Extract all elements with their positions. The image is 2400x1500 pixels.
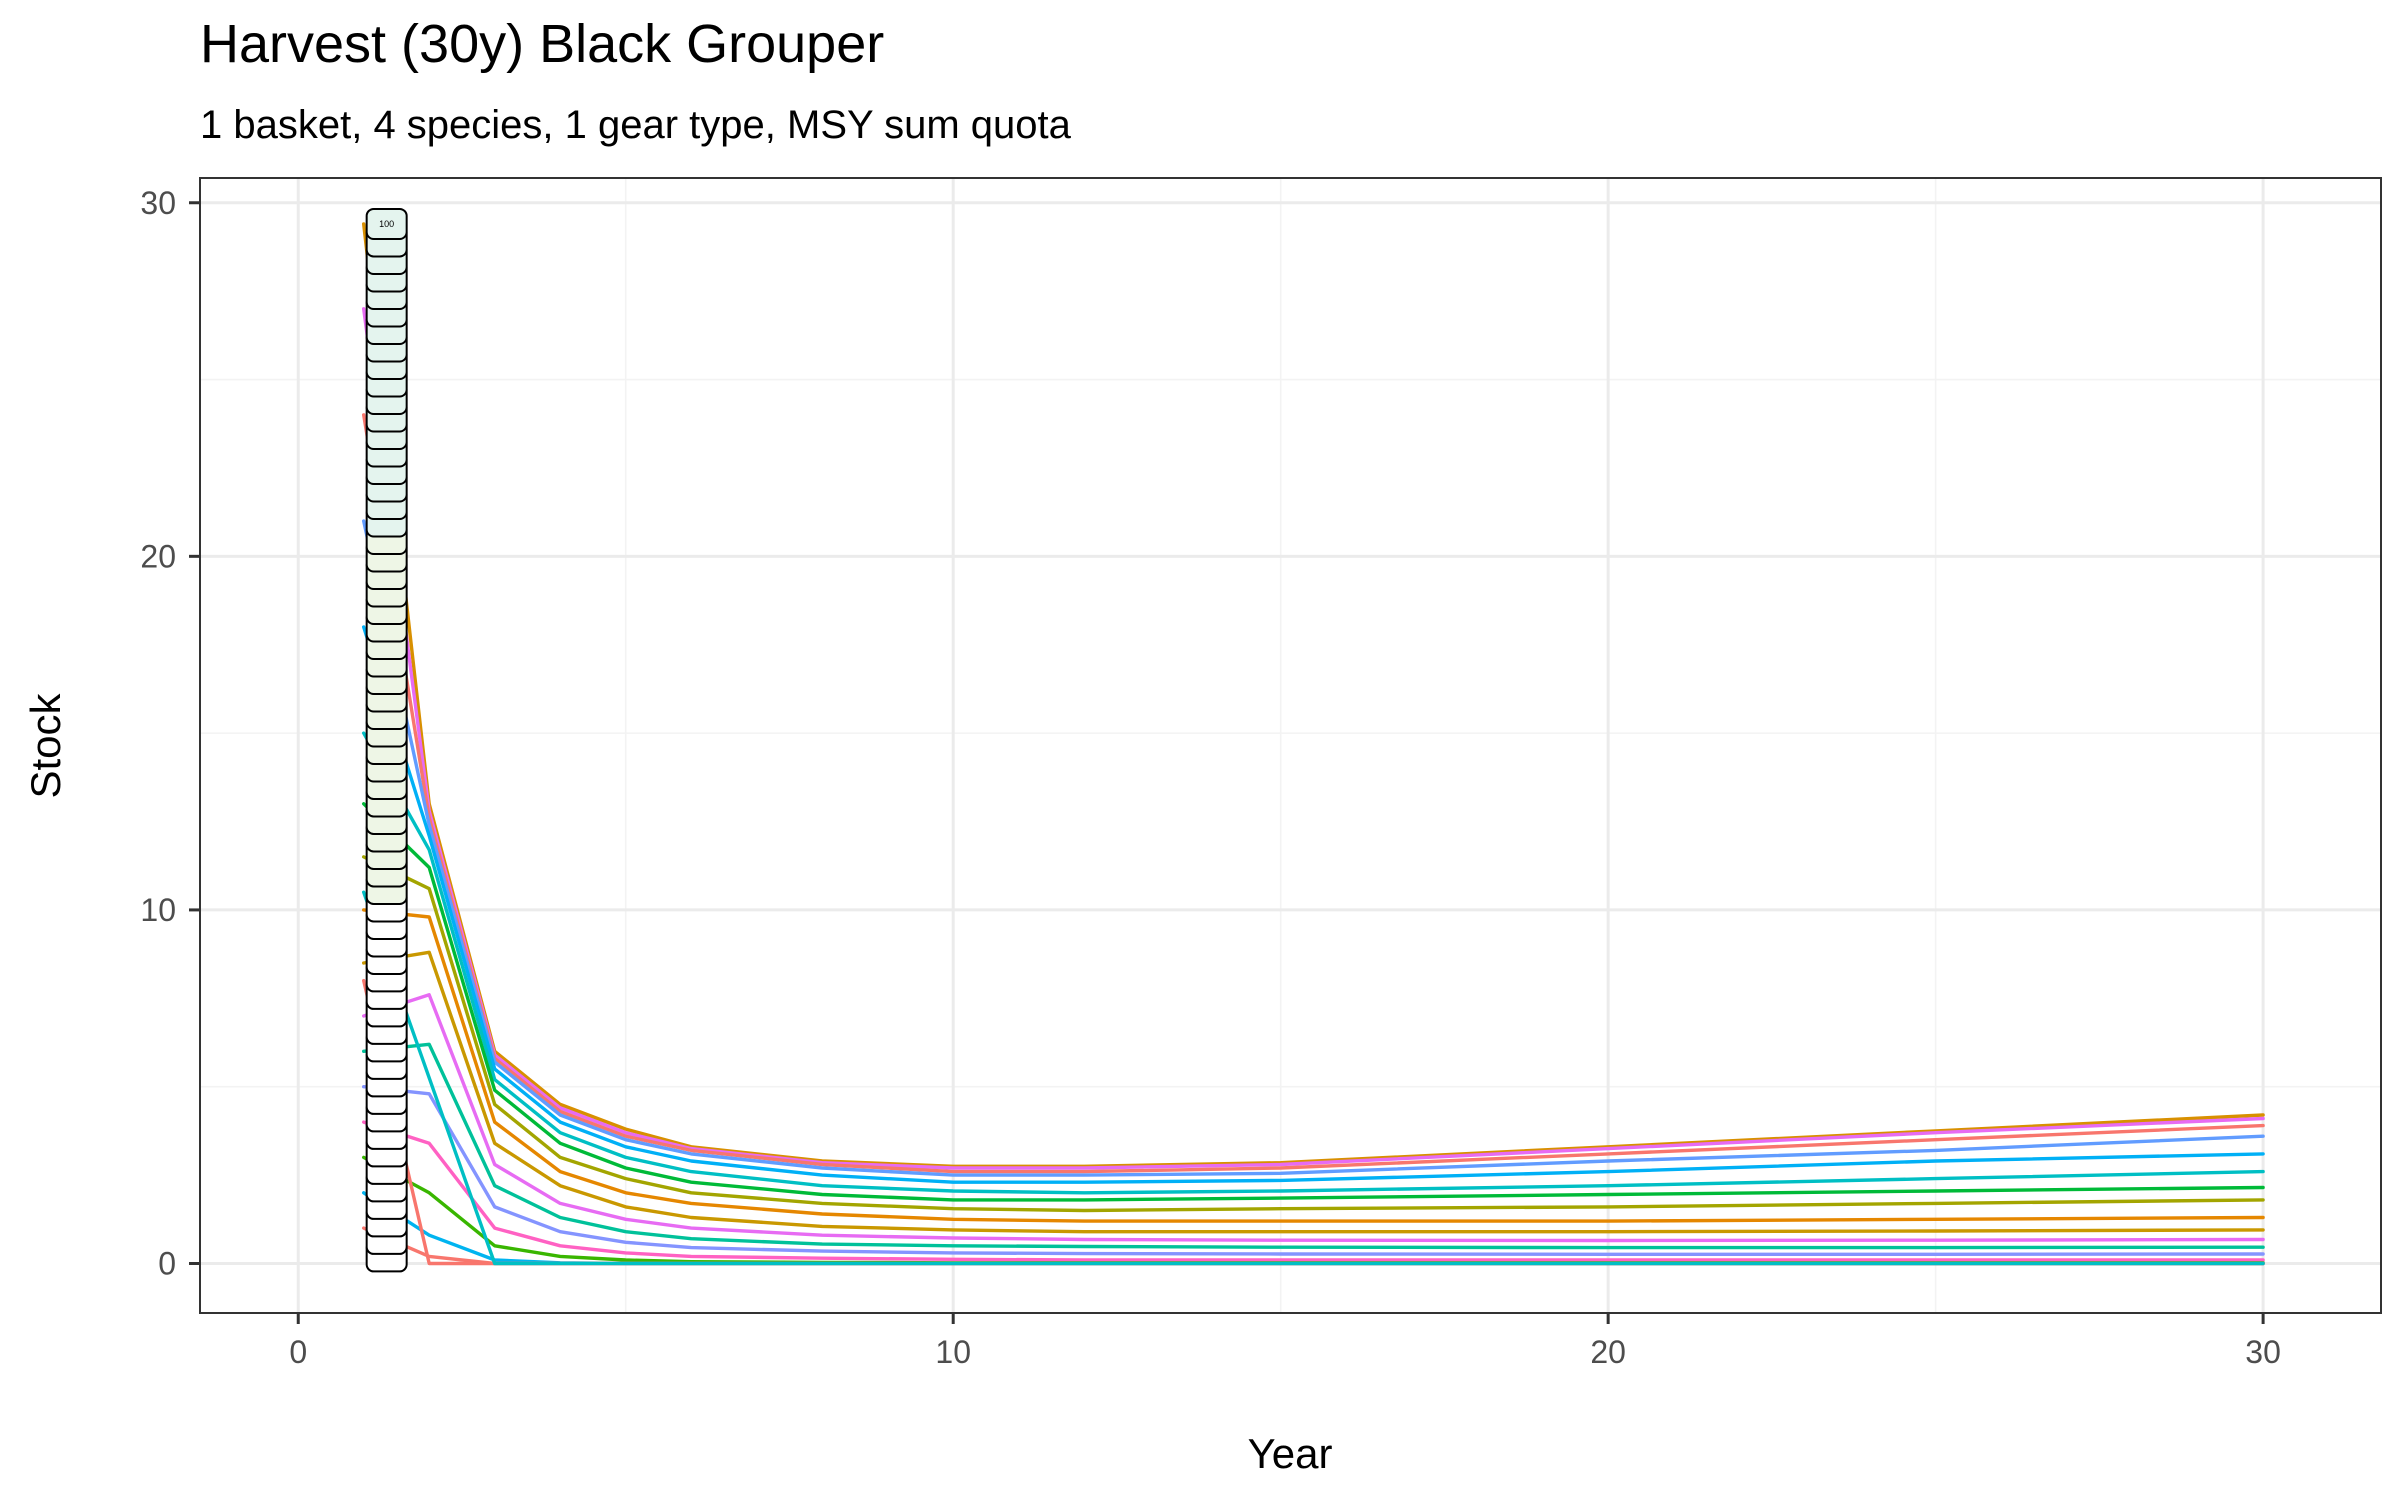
chart-subtitle: 1 basket, 4 species, 1 gear type, MSY su… xyxy=(200,103,1072,147)
series-line xyxy=(362,519,2265,1177)
y-axis-title: Stock xyxy=(22,692,69,798)
series-line xyxy=(362,1084,2265,1257)
x-tick-label: 0 xyxy=(289,1334,307,1370)
series-line xyxy=(362,731,2265,1195)
y-tick-label: 30 xyxy=(140,185,176,221)
series-line xyxy=(362,950,2265,1234)
start-label-top-text: 100 xyxy=(379,219,394,229)
chart-title: Harvest (30y) Black Grouper xyxy=(200,14,884,74)
series-line xyxy=(362,1120,2265,1262)
series-line xyxy=(362,625,2265,1184)
grid xyxy=(200,178,2381,1313)
y-tick-label: 0 xyxy=(158,1245,176,1281)
series-line xyxy=(362,1042,2265,1250)
axes: 0 10 20 30 0 10 20 30 xyxy=(140,185,2280,1370)
series-line xyxy=(362,908,2265,1223)
x-tick-label: 10 xyxy=(935,1334,971,1370)
plot-panel-border xyxy=(199,177,2382,1314)
x-tick-label: 30 xyxy=(2245,1334,2281,1370)
series-lines xyxy=(362,222,2265,1266)
x-axis-title: Year xyxy=(1248,1430,1333,1477)
y-tick-label: 20 xyxy=(140,538,176,574)
series-line xyxy=(362,993,2265,1243)
y-tick-label: 10 xyxy=(140,892,176,928)
series-line xyxy=(362,890,2265,1266)
series-line xyxy=(362,307,2265,1170)
series-line xyxy=(362,222,2265,1169)
series-line xyxy=(362,802,2265,1202)
start-label-box xyxy=(365,207,408,240)
series-line xyxy=(362,413,2265,1174)
series-line xyxy=(362,855,2265,1213)
start-value-labels: 100 xyxy=(365,207,408,1273)
x-tick-label: 20 xyxy=(1590,1334,1626,1370)
